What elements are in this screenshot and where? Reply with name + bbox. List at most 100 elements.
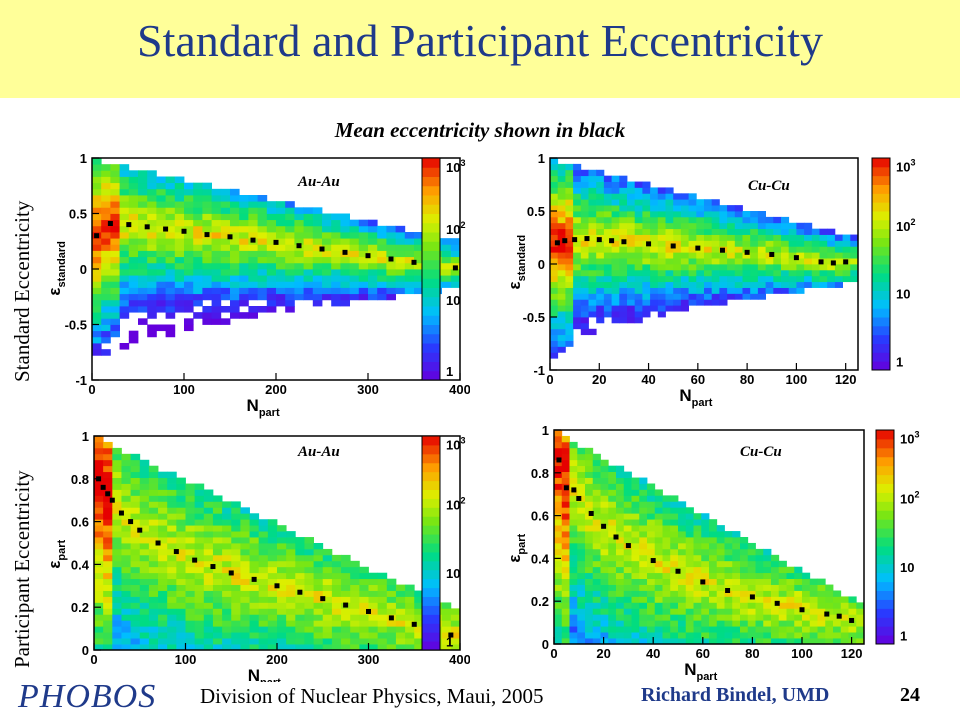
- heatmap-cell: [719, 275, 728, 283]
- heatmap-cell: [184, 219, 194, 227]
- heatmap-cell: [130, 584, 141, 591]
- heatmap-cell: [386, 602, 397, 609]
- heatmap-cell: [550, 311, 559, 318]
- heatmap-cell: [670, 495, 679, 502]
- heatmap-cell: [286, 620, 296, 627]
- heatmap-cell: [276, 244, 286, 251]
- y-axis-label-main: ε: [45, 288, 64, 296]
- heatmap-cell: [634, 222, 643, 230]
- heatmap-cell: [101, 188, 111, 196]
- heatmap-cell: [266, 219, 277, 227]
- heatmap-cell: [276, 225, 286, 233]
- heatmap-cell: [266, 262, 277, 270]
- heatmap-cell: [368, 256, 378, 264]
- heatmap-cell: [101, 195, 111, 202]
- heatmap-cell: [561, 501, 570, 508]
- heatmap-cell: [248, 244, 258, 251]
- heatmap-cell: [834, 240, 843, 247]
- heatmap-cell: [701, 525, 710, 532]
- heatmap-cell: [786, 584, 795, 591]
- heatmap-cell: [121, 477, 131, 484]
- heatmap-cell: [557, 275, 566, 283]
- heatmap-cell: [611, 228, 620, 235]
- heatmap-cell: [817, 620, 826, 627]
- heatmap-cell: [240, 548, 250, 556]
- heatmap-cell: [786, 608, 795, 615]
- heatmap-cell: [561, 602, 570, 609]
- heatmap-cell: [750, 281, 759, 288]
- heatmap-cell: [557, 269, 566, 277]
- heatmap-cell: [128, 275, 139, 282]
- heatmap-cell: [211, 269, 222, 276]
- heatmap-cell: [631, 578, 640, 585]
- y-tick-label: 0: [80, 262, 87, 277]
- heatmap-cell: [165, 299, 176, 307]
- heatmap-cell: [110, 293, 120, 301]
- heatmap-cell: [148, 638, 159, 645]
- heatmap-cell: [670, 572, 679, 580]
- heatmap-cell: [285, 256, 295, 264]
- mean-point: [192, 557, 198, 563]
- colorbar-segment: [872, 352, 890, 362]
- heatmap-cell: [358, 287, 369, 295]
- heatmap-cell: [240, 554, 250, 562]
- heatmap-cell: [203, 537, 214, 544]
- heatmap-cell: [230, 293, 240, 301]
- heatmap-cell: [802, 614, 811, 621]
- heatmap-cell: [588, 305, 597, 312]
- heatmap-cell: [121, 507, 131, 514]
- heatmap-cell: [550, 299, 559, 306]
- heatmap-cell: [147, 207, 157, 214]
- heatmap-cell: [724, 638, 733, 645]
- heatmap-cell: [322, 620, 333, 627]
- heatmap-cell: [856, 608, 865, 615]
- heatmap-cell: [608, 596, 617, 603]
- heatmap-cell: [167, 477, 177, 484]
- x-tick-label: 300: [358, 652, 380, 667]
- heatmap-cell: [577, 483, 586, 490]
- heatmap-cell: [603, 281, 612, 288]
- heatmap-cell: [834, 258, 843, 265]
- heatmap-cell: [313, 572, 324, 580]
- heatmap-cell: [94, 519, 104, 526]
- heatmap-cell: [804, 222, 813, 230]
- heatmap-cell: [825, 608, 834, 615]
- heatmap-cell: [110, 250, 120, 258]
- heatmap-cell: [130, 483, 141, 490]
- heatmap-cell: [600, 465, 609, 473]
- heatmap-cell: [239, 207, 249, 214]
- colorbar-segment: [876, 510, 894, 520]
- mean-point: [836, 613, 842, 619]
- heatmap-cell: [773, 252, 782, 259]
- heatmap-cell: [176, 489, 186, 496]
- heatmap-cell: [670, 596, 679, 603]
- heatmap-cell: [341, 638, 351, 645]
- heatmap-cell: [303, 232, 314, 239]
- heatmap-cell: [267, 626, 278, 633]
- y-axis-label: εpart: [45, 539, 68, 568]
- heatmap-cell: [368, 250, 378, 258]
- heatmap-cell: [631, 572, 640, 580]
- heatmap-cell: [211, 213, 222, 221]
- heatmap-cell: [619, 293, 628, 300]
- heatmap-cell: [202, 195, 212, 202]
- heatmap-cell: [174, 281, 185, 288]
- heatmap-cell: [596, 299, 605, 306]
- heatmap-cell: [176, 543, 186, 550]
- heatmap-cell: [184, 306, 194, 313]
- heatmap-cell: [130, 620, 141, 627]
- heatmap-cell: [267, 531, 278, 538]
- system-label: Cu-Cu: [740, 444, 782, 460]
- heatmap-cell: [811, 228, 820, 235]
- heatmap-cell: [781, 281, 790, 288]
- heatmap-cell: [174, 176, 185, 184]
- heatmap-cell: [220, 238, 231, 245]
- heatmap-cell: [673, 269, 682, 277]
- heatmap-cell: [577, 465, 586, 473]
- heatmap-cell: [600, 483, 609, 490]
- heatmap-cell: [611, 211, 620, 218]
- x-tick-label: 200: [266, 652, 288, 667]
- heatmap-cell: [600, 531, 609, 538]
- heatmap-cell: [148, 560, 159, 568]
- heatmap-cell: [103, 566, 113, 574]
